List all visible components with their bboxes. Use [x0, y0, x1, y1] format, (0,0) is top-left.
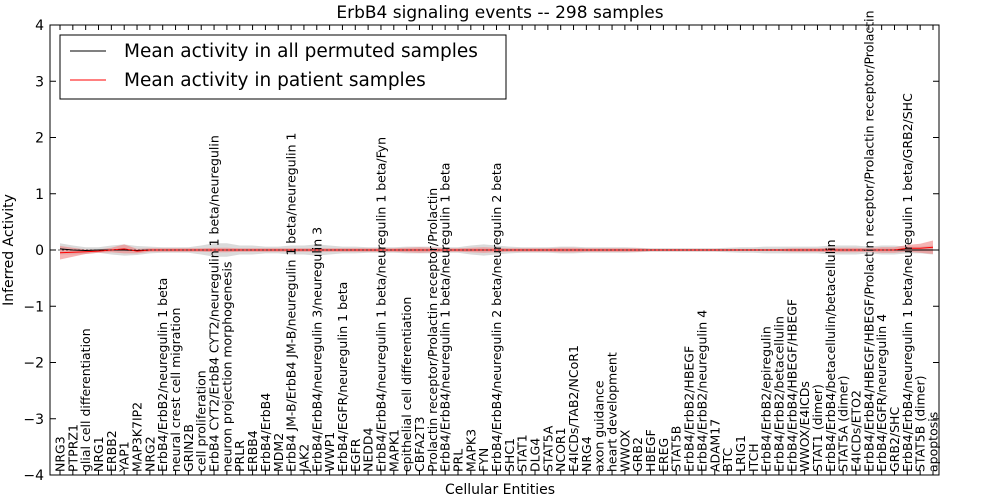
x-tick-label: SHC1 [502, 438, 517, 472]
y-tick-label: 2 [35, 131, 44, 147]
x-tick-label: STAT1 [515, 434, 530, 472]
x-tick-label: cell proliferation [194, 370, 209, 472]
x-tick-label: STAT5A (dimer) [836, 376, 851, 472]
x-tick-label: ErbB4 JM-B/ErbB4 JM-B/neuregulin 1 beta/… [284, 133, 299, 472]
x-tick-label: ErbB4/ErbB4/neuregulin 1 beta/neuregulin… [900, 93, 915, 472]
x-tick-label: WWOX/E4ICDs [797, 381, 812, 472]
x-tick-label: ITCH [746, 443, 761, 472]
y-tick-label: 4 [35, 18, 44, 34]
x-tick-label: PTPRZ1 [65, 424, 80, 472]
x-tick-label: neural crest cell migration [168, 308, 183, 472]
x-tick-label: apoptosis [926, 412, 941, 472]
x-tick-label: STAT1 (dimer) [810, 384, 825, 472]
x-tick-label: NEDD4 [361, 428, 376, 472]
x-tick-label: LRIG1 [733, 435, 748, 472]
x-tick-label: NRG3 [53, 436, 68, 472]
x-tick-label: ErbB4/ErbB4/HBEGF/HBEGF [784, 299, 799, 472]
x-tick-label: STAT5B (dimer) [913, 376, 928, 472]
x-tick-label: GRB2 [630, 437, 645, 472]
y-tick-label: 3 [35, 74, 44, 90]
x-tick-label: NRG4 [579, 436, 594, 472]
x-tick-label: ErbB4/ErbB4/neuregulin 1 beta/neuregulin… [373, 137, 388, 472]
x-tick-label: ErbB4/ErbB4 [258, 393, 273, 472]
x-tick-label: ERBB2 [104, 430, 119, 472]
y-tick-label: −1 [23, 299, 44, 315]
y-tick-label: 1 [35, 187, 44, 203]
x-tick-label: MDM2 [271, 433, 286, 472]
x-tick-label: GRIN2B [181, 424, 196, 472]
x-tick-label: MAP3K7IP2 [130, 402, 145, 472]
legend-box [59, 34, 507, 100]
x-tick-label: YAP1 [117, 441, 132, 473]
x-tick-label: WWP1 [322, 432, 337, 472]
x-axis-label: Cellular Entities [445, 482, 555, 498]
x-tick-label: ADAM17 [707, 419, 722, 472]
x-tick-label: NRG1 [91, 436, 106, 472]
x-tick-label: BTC [720, 448, 735, 472]
x-tick-label: ErbB4/ErbB4/betacellulin/betacellulin [823, 239, 838, 472]
x-tick-label: STAT5B [669, 426, 684, 472]
x-tick-label: MAPK3 [463, 429, 478, 472]
x-tick-label: NCOR1 [553, 427, 568, 472]
y-tick-label: 0 [35, 243, 44, 259]
x-tick-label: ErbB4/ErbB2/HBEGF [682, 346, 697, 472]
x-tick-label: FYN [476, 448, 491, 472]
y-tick-label: −4 [23, 468, 44, 484]
x-tick-label: STAT5A [540, 425, 555, 472]
x-tick-label: NRG2 [142, 436, 157, 472]
x-tick-label: heart development [605, 352, 620, 472]
x-tick-label: ErbB4/ErbB4/neuregulin 1 beta/neuregulin… [438, 163, 453, 472]
x-tick-label: ErbB4/ErbB4/HBEGF/HBEGF/Prolactin recept… [861, 10, 876, 472]
x-tick-label: EREG [656, 438, 671, 472]
x-tick-label: JAK2 [296, 444, 311, 473]
x-tick-label: EGFR [348, 438, 363, 472]
x-tick-label: ErbB4/ErbB4/neuregulin 3/neuregulin 3 [309, 227, 324, 472]
x-tick-label: E4ICDs/ETO2 [848, 390, 863, 472]
x-tick-label: ERBB4 [245, 430, 260, 472]
x-tick-label: ErbB4/ErbB2/epiregulin [759, 326, 774, 472]
x-tick-label: WWOX [617, 429, 632, 472]
x-tick-label: CBFA2T3 [412, 417, 427, 472]
x-tick-label: ErbB4/EGFR/neuregulin 4 [874, 314, 889, 472]
x-tick-label: ErbB4/ErbB2/betacellulin [771, 316, 786, 472]
x-tick-label: MAPK1 [386, 429, 401, 472]
x-tick-label: ErbB4/ErbB2/neuregulin 1 beta [155, 278, 170, 472]
x-tick-label: axon guidance [592, 380, 607, 472]
chart-title: ErbB4 signaling events -- 298 samples [336, 3, 663, 23]
x-tick-label: PRL [450, 449, 465, 472]
x-tick-label: ErbB4/EGFR/neuregulin 1 beta [335, 282, 350, 472]
y-tick-label: −2 [23, 356, 44, 372]
x-tick-label: ErbB4 CYT2/ErbB4 CYT2/neuregulin 1 beta/… [207, 135, 222, 472]
x-tick-label: epithelial cell differentiation [399, 297, 414, 472]
x-axis-ticks [59, 25, 934, 475]
x-tick-label: E4ICDs/TAB2/NCoR1 [566, 345, 581, 472]
x-tick-label: DLG4 [528, 438, 543, 472]
legend-label: Mean activity in all permuted samples [124, 41, 478, 62]
x-tick-label: glial cell differentiation [78, 328, 93, 472]
y-axis-label: Inferred Activity [1, 194, 17, 306]
y-tick-label: −3 [23, 412, 44, 428]
legend: Mean activity in all permuted samples Mea… [59, 34, 507, 100]
x-tick-label: GRB2/SHC [887, 407, 902, 472]
x-tick-label: neuron projection morphogenesis [219, 261, 234, 472]
y-axis-ticks: −4 −3 −2 −1 0 1 2 3 4 [23, 18, 939, 484]
legend-label: Mean activity in patient samples [124, 70, 426, 91]
x-tick-label: PRLR [232, 440, 247, 472]
x-tick-label: HBEGF [643, 429, 658, 472]
x-tick-label: ErbB4/ErbB4/neuregulin 2 beta/neuregulin… [489, 163, 504, 472]
x-tick-label: Prolactin receptor/Prolactin receptor/Pr… [425, 188, 440, 472]
x-tick-label: ErbB4/ErbB2/neuregulin 4 [694, 310, 709, 472]
